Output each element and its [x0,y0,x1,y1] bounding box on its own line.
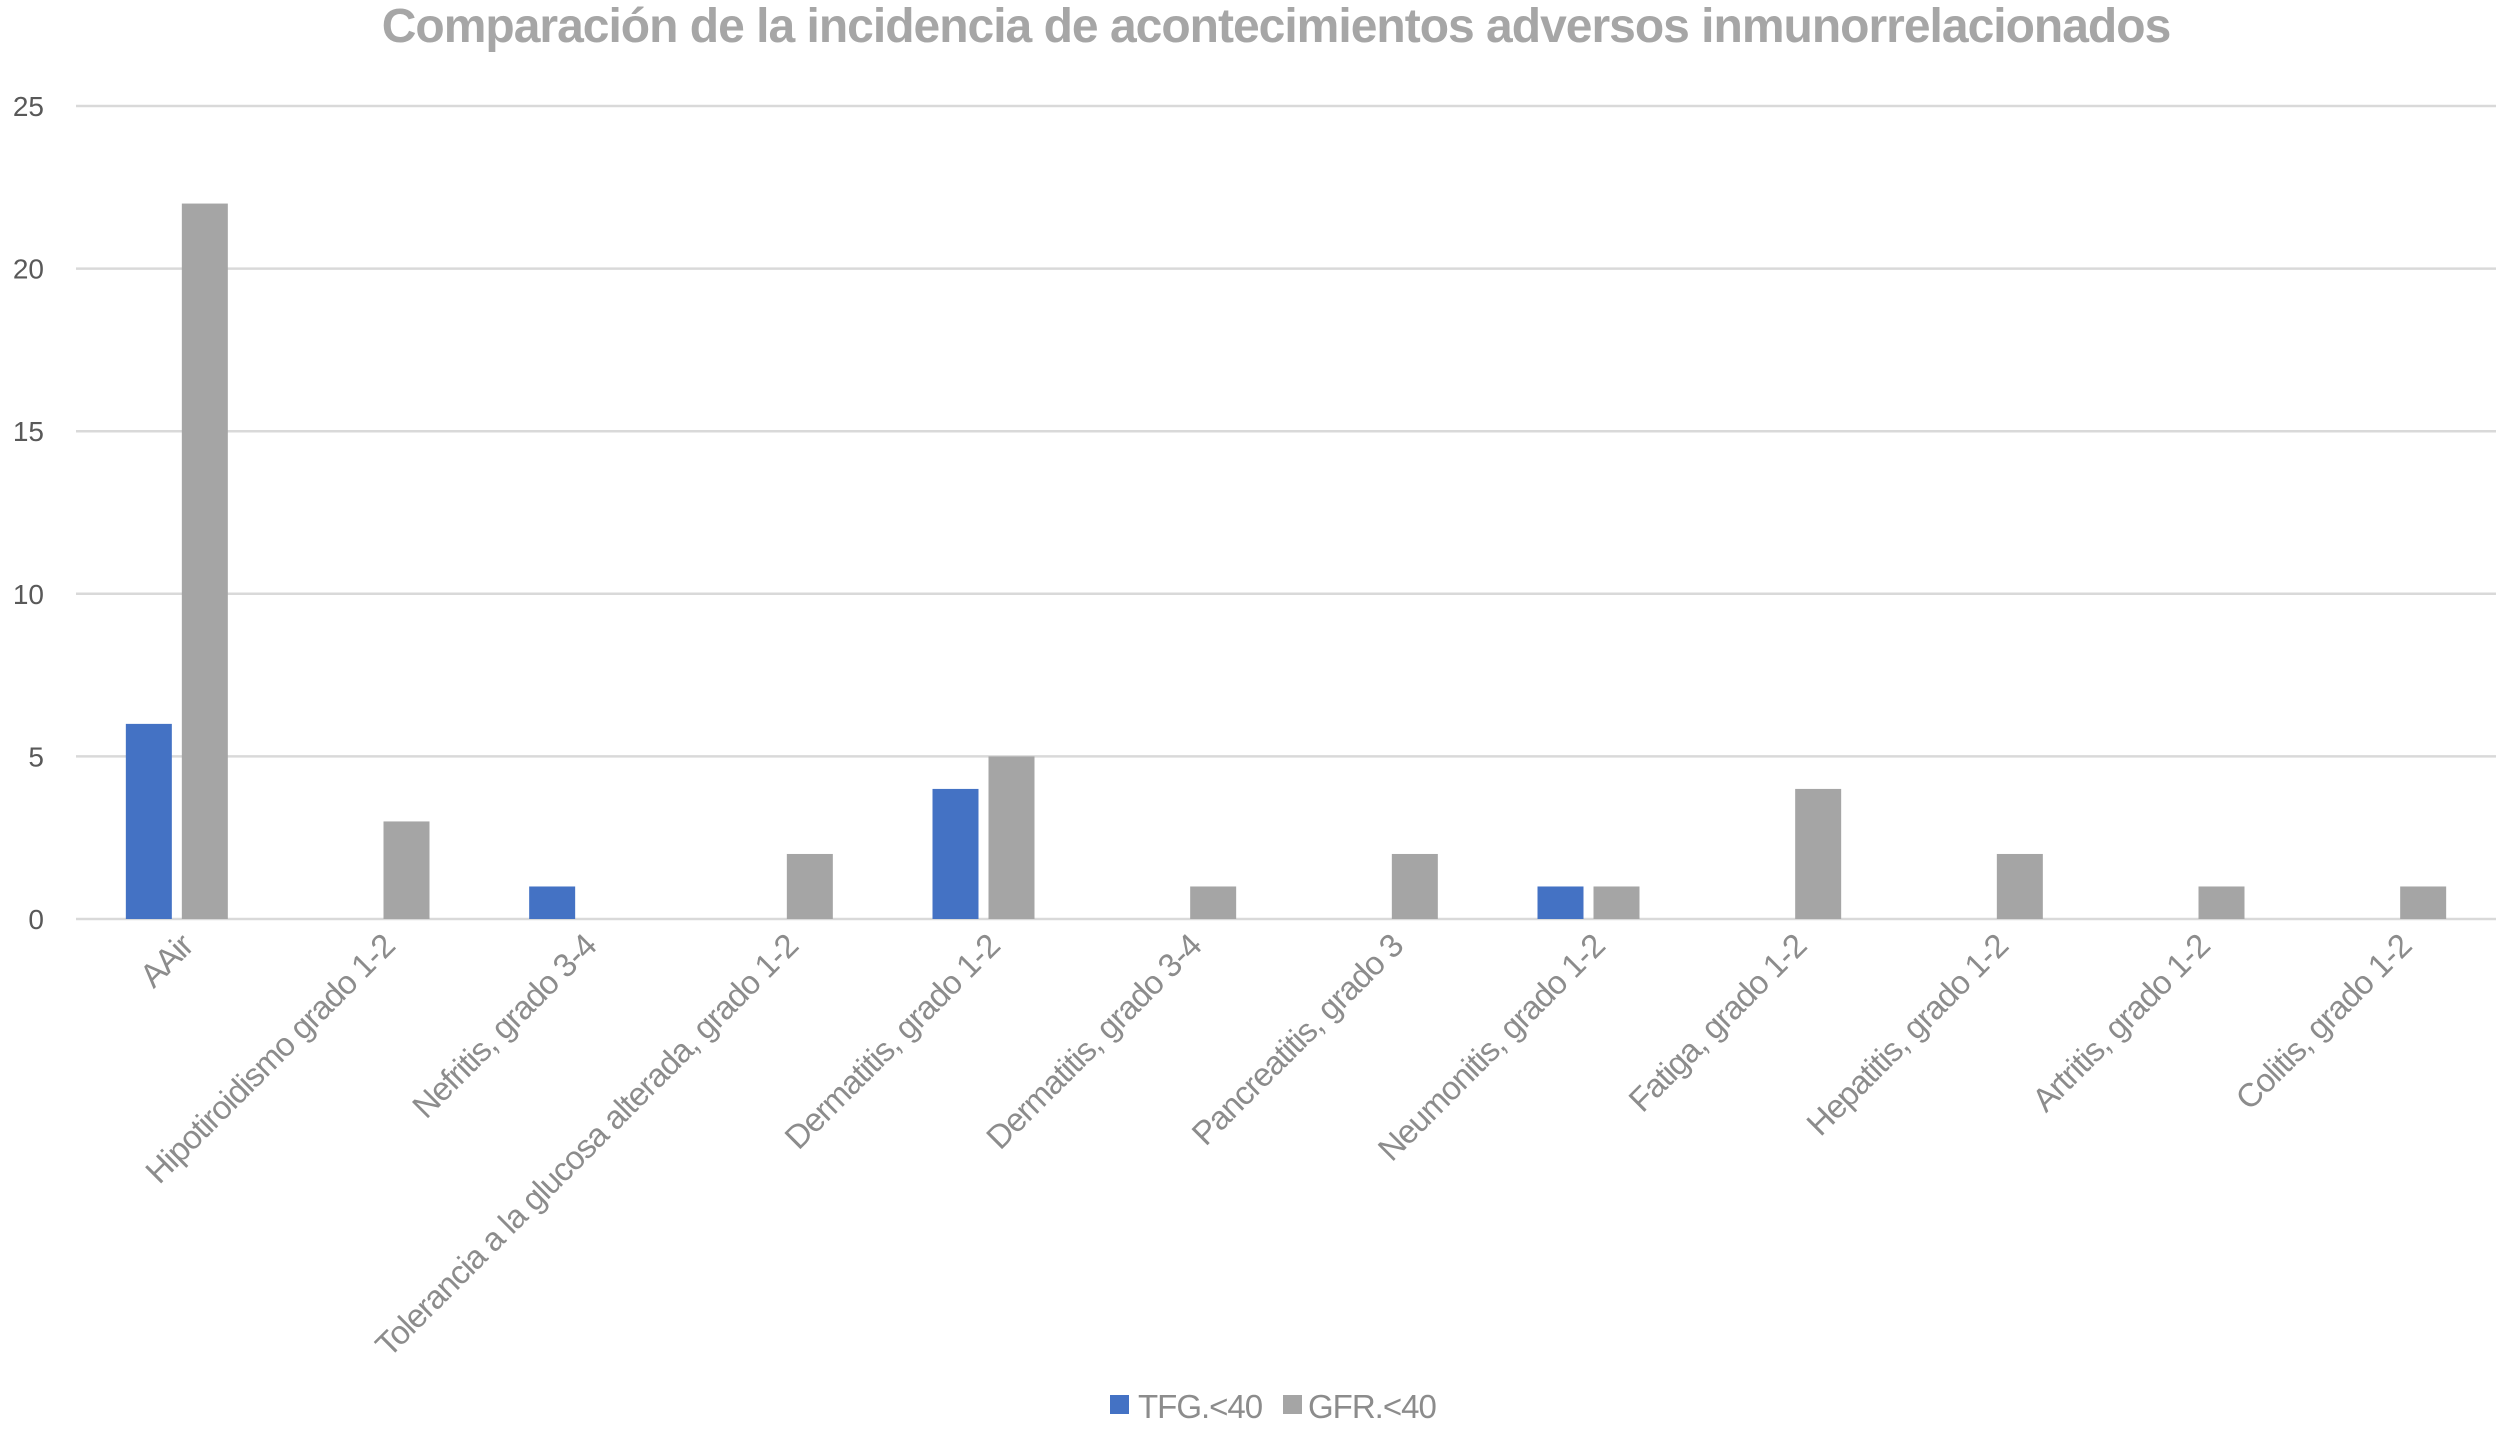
chart-title: Comparación de la incidencia de aconteci… [382,0,2171,53]
bar-series1 [932,788,979,919]
legend-label: GFR.<40 [1308,1388,1436,1425]
bar-series2 [988,756,1035,919]
legend: TFG.<40 GFR.<40 [1110,1388,1437,1425]
bar-series1 [529,886,576,919]
bar-series2 [1391,853,1438,919]
x-category-label: Fatiga, grado 1-2 [1621,927,1813,1119]
bar-series2 [2198,886,2245,919]
bar-series2 [1795,788,1842,919]
x-category-label: Pancreatitis, grado 3 [1184,927,1409,1152]
bar-series2 [786,853,833,919]
bar-series2 [181,203,228,919]
bar-series2 [1593,886,1640,919]
bar-series2 [1996,853,2043,919]
y-axis-ticks: 0 5 10 15 20 25 [13,91,44,935]
x-category-label: Artritis, grado 1-2 [2025,927,2217,1119]
x-category-label: Hepatitis, grado 1-2 [1799,927,2015,1143]
y-tick-label: 0 [28,904,44,935]
bar-series2 [2400,886,2447,919]
gridlines [76,104,2496,921]
x-category-label: Nefritis, grado 3-4 [405,926,604,1125]
bar-series2 [1190,886,1237,919]
x-category-label: Dermatitis, grado 3-4 [979,926,1209,1156]
bar-series2 [383,821,430,919]
y-tick-label: 15 [13,416,44,447]
x-category-label: Dermatitis, grado 1-2 [777,927,1006,1156]
x-category-label: Tolerancia a la glucosa alterada, grado … [368,927,805,1364]
y-tick-label: 20 [13,254,44,285]
bar-series1 [1537,886,1584,919]
legend-swatch [1110,1395,1129,1414]
y-tick-label: 25 [13,91,44,122]
x-category-label: Colitis, grado 1-2 [2228,927,2418,1117]
x-category-label: Neumonitis, grado 1-2 [1371,927,1612,1168]
legend-label: TFG.<40 [1138,1388,1263,1425]
y-tick-label: 5 [28,741,44,772]
bars [125,203,2447,919]
x-category-label: AAir [132,926,200,994]
bar-series1 [125,723,172,919]
y-tick-label: 10 [13,579,44,610]
legend-swatch [1283,1395,1302,1414]
